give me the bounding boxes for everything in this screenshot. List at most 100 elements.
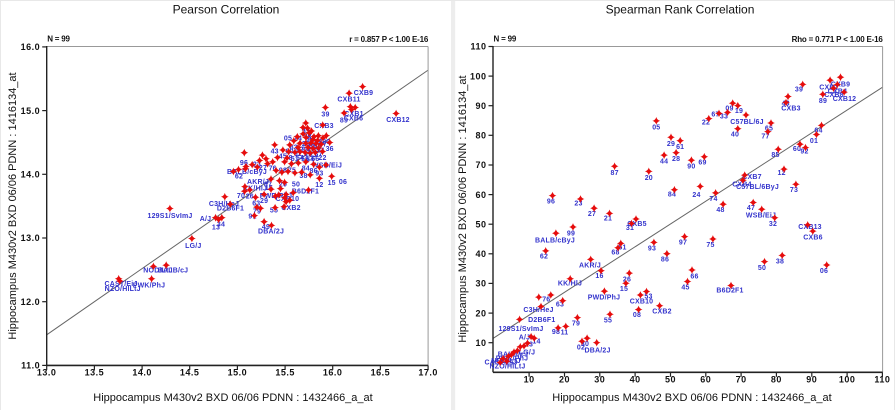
svg-text:C3H/HeJ: C3H/HeJ [209, 201, 239, 208]
svg-text:66: 66 [311, 156, 319, 163]
svg-text:66: 66 [690, 274, 698, 281]
svg-text:14.0: 14.0 [21, 170, 41, 180]
svg-text:89: 89 [819, 98, 827, 105]
svg-text:Rho = 0.771 P < 1.00 E-16: Rho = 0.771 P < 1.00 E-16 [792, 35, 884, 44]
svg-text:40: 40 [475, 249, 486, 259]
svg-text:27: 27 [259, 165, 267, 172]
svg-text:20: 20 [645, 175, 653, 182]
svg-text:100: 100 [839, 375, 856, 385]
svg-text:NZO/HlLtJ: NZO/HlLtJ [489, 364, 525, 371]
svg-text:93: 93 [648, 246, 656, 253]
svg-text:50: 50 [758, 265, 766, 272]
svg-text:73: 73 [790, 187, 798, 194]
svg-text:87: 87 [611, 170, 619, 177]
svg-text:CXB3: CXB3 [314, 123, 333, 130]
svg-text:67: 67 [314, 152, 322, 159]
svg-text:91: 91 [248, 214, 256, 221]
svg-text:Hippocampus M430v2 BXD 06/06 P: Hippocampus M430v2 BXD 06/06 PDNN : 1432… [93, 392, 372, 404]
svg-text:01: 01 [810, 138, 818, 145]
svg-text:60: 60 [303, 132, 311, 139]
svg-text:76: 76 [269, 165, 277, 172]
svg-text:55: 55 [604, 318, 612, 325]
svg-text:80: 80 [475, 131, 486, 141]
svg-text:31: 31 [626, 225, 634, 232]
svg-text:AKR/J: AKR/J [579, 263, 601, 270]
svg-text:21: 21 [604, 216, 612, 223]
svg-text:KK/HlJ: KK/HlJ [243, 186, 267, 193]
svg-text:68: 68 [611, 250, 619, 257]
svg-text:49: 49 [262, 224, 270, 231]
svg-text:09: 09 [725, 106, 733, 113]
svg-text:17.0: 17.0 [418, 368, 438, 378]
svg-text:129S1/SvImJ: 129S1/SvImJ [498, 326, 543, 333]
svg-text:14.5: 14.5 [180, 368, 200, 378]
svg-text:63: 63 [252, 201, 260, 208]
svg-text:15.5: 15.5 [275, 368, 295, 378]
svg-text:50: 50 [292, 182, 300, 189]
svg-text:32: 32 [769, 221, 777, 228]
svg-text:110: 110 [874, 375, 890, 385]
svg-text:89: 89 [340, 118, 348, 125]
svg-text:62: 62 [235, 174, 243, 181]
svg-text:CXB5: CXB5 [627, 221, 646, 228]
svg-text:CXB11: CXB11 [337, 97, 360, 104]
svg-text:86: 86 [310, 168, 318, 175]
svg-text:DBA/2J: DBA/2J [258, 229, 284, 236]
svg-text:60: 60 [700, 375, 711, 385]
svg-text:06: 06 [820, 268, 828, 275]
svg-text:13: 13 [212, 225, 220, 232]
svg-text:93: 93 [315, 171, 323, 178]
svg-text:A/J: A/J [519, 335, 531, 342]
svg-text:47: 47 [747, 205, 755, 212]
svg-text:55: 55 [270, 208, 278, 215]
svg-text:r = 0.857 P < 1.00 E-16: r = 0.857 P < 1.00 E-16 [349, 35, 429, 44]
svg-text:79: 79 [253, 209, 261, 216]
svg-text:63: 63 [556, 302, 564, 309]
svg-text:76: 76 [542, 297, 550, 304]
svg-text:NOD/LtJ: NOD/LtJ [143, 268, 172, 275]
svg-text:90: 90 [806, 375, 817, 385]
svg-text:36: 36 [326, 146, 334, 153]
svg-text:44: 44 [302, 127, 310, 134]
svg-text:67: 67 [711, 112, 719, 119]
svg-text:50: 50 [665, 375, 676, 385]
svg-text:16: 16 [595, 273, 603, 280]
svg-text:AKR/J: AKR/J [247, 179, 269, 186]
svg-text:38: 38 [776, 259, 784, 266]
svg-text:99: 99 [567, 231, 575, 238]
svg-text:LG/J: LG/J [185, 243, 201, 250]
svg-text:53: 53 [644, 294, 652, 301]
svg-text:20: 20 [279, 182, 287, 189]
svg-text:Hippocampus M430v2 BXD 06/06 P: Hippocampus M430v2 BXD 06/06 PDNN : 1416… [7, 72, 19, 339]
svg-text:85: 85 [771, 152, 779, 159]
svg-text:64: 64 [306, 157, 314, 164]
svg-text:50: 50 [475, 219, 486, 229]
svg-text:19: 19 [304, 151, 312, 158]
svg-text:45: 45 [681, 285, 689, 292]
svg-text:77: 77 [761, 134, 769, 141]
svg-text:43: 43 [271, 148, 279, 155]
svg-text:CXB12: CXB12 [833, 96, 857, 103]
svg-text:26: 26 [246, 193, 254, 200]
svg-text:12: 12 [315, 182, 323, 189]
svg-text:34: 34 [217, 222, 225, 229]
svg-text:Hippocampus M430v2 BXD 06/06 P: Hippocampus M430v2 BXD 06/06 PDNN : 1416… [457, 75, 469, 342]
svg-text:84: 84 [302, 165, 310, 172]
svg-text:CXB10: CXB10 [630, 299, 654, 306]
svg-text:08: 08 [633, 312, 641, 319]
svg-text:13.5: 13.5 [85, 368, 105, 378]
svg-text:CXB4: CXB4 [732, 182, 751, 189]
svg-text:87: 87 [264, 182, 272, 189]
svg-text:64: 64 [814, 128, 822, 135]
svg-text:PWK/PhJ: PWK/PhJ [133, 283, 166, 290]
svg-text:96: 96 [240, 160, 248, 167]
svg-text:60: 60 [475, 190, 486, 200]
svg-text:13.0: 13.0 [37, 368, 57, 378]
svg-text:13.0: 13.0 [21, 233, 41, 243]
svg-text:86: 86 [661, 257, 669, 264]
svg-text:22: 22 [318, 155, 326, 162]
svg-text:84: 84 [668, 192, 676, 199]
svg-text:11.0: 11.0 [21, 361, 40, 371]
svg-text:74: 74 [709, 196, 717, 203]
svg-text:30: 30 [581, 341, 589, 348]
